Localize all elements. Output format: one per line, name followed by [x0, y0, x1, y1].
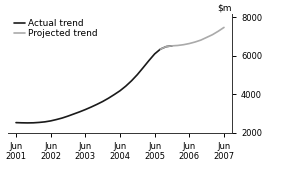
- Actual trend: [32, 122, 35, 124]
- Projected trend: [222, 26, 226, 28]
- Actual trend: [159, 48, 162, 50]
- Line: Actual trend: Actual trend: [16, 46, 172, 123]
- Actual trend: [164, 46, 168, 48]
- Actual trend: [61, 117, 64, 119]
- Projected trend: [176, 44, 179, 46]
- Actual trend: [49, 120, 52, 122]
- Actual trend: [84, 109, 87, 111]
- Projected trend: [199, 39, 203, 41]
- Actual trend: [26, 122, 29, 124]
- Actual trend: [43, 121, 47, 123]
- Actual trend: [147, 60, 151, 62]
- Actual trend: [101, 100, 104, 103]
- Actual trend: [66, 115, 70, 117]
- Actual trend: [55, 118, 58, 121]
- Line: Projected trend: Projected trend: [160, 27, 224, 49]
- Text: $m: $m: [218, 3, 232, 12]
- Actual trend: [72, 113, 76, 115]
- Actual trend: [20, 122, 23, 124]
- Actual trend: [89, 106, 93, 108]
- Actual trend: [153, 53, 156, 55]
- Projected trend: [159, 48, 162, 50]
- Projected trend: [205, 36, 208, 38]
- Actual trend: [136, 74, 139, 76]
- Actual trend: [14, 122, 18, 124]
- Actual trend: [130, 80, 133, 82]
- Actual trend: [107, 97, 110, 99]
- Actual trend: [170, 45, 174, 47]
- Projected trend: [216, 30, 220, 32]
- Projected trend: [193, 41, 197, 43]
- Projected trend: [211, 34, 214, 36]
- Legend: Actual trend, Projected trend: Actual trend, Projected trend: [13, 18, 99, 39]
- Projected trend: [182, 44, 185, 46]
- Actual trend: [95, 103, 98, 105]
- Actual trend: [37, 121, 41, 123]
- Actual trend: [142, 67, 145, 69]
- Projected trend: [188, 42, 191, 45]
- Actual trend: [78, 111, 81, 113]
- Projected trend: [164, 46, 168, 48]
- Actual trend: [124, 85, 127, 87]
- Projected trend: [170, 45, 174, 47]
- Actual trend: [118, 90, 122, 92]
- Actual trend: [113, 94, 116, 96]
